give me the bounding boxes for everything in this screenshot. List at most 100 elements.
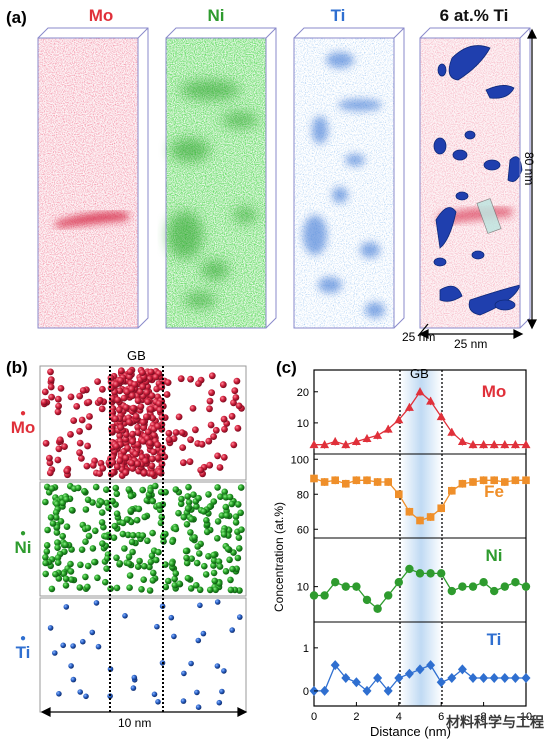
ti-data-point — [383, 685, 393, 696]
atom — [84, 524, 92, 532]
ni-data-point — [521, 582, 531, 591]
atom — [159, 533, 167, 540]
atom — [185, 499, 193, 506]
ni-data-point — [331, 578, 340, 587]
atom — [52, 570, 59, 578]
atom — [183, 554, 190, 562]
atom — [155, 699, 161, 705]
gb-atom — [117, 424, 125, 431]
atom — [237, 614, 243, 620]
gb-atom — [113, 463, 121, 471]
atom — [55, 402, 62, 410]
atom — [48, 585, 56, 593]
atom — [99, 385, 106, 393]
atom — [42, 559, 49, 567]
atom — [70, 643, 76, 649]
title-mo: Mo — [88, 6, 114, 25]
gb-atom — [122, 404, 130, 411]
mo-data-point — [362, 433, 372, 442]
fe-data-point — [320, 478, 329, 486]
atom — [52, 509, 60, 516]
ni-data-point — [437, 569, 446, 578]
atom — [186, 458, 194, 466]
ti-data-point — [426, 660, 436, 671]
atom — [44, 526, 51, 534]
atom — [43, 548, 51, 555]
atom — [184, 505, 192, 512]
atom — [125, 560, 133, 567]
title-6at-ti: 6 at.% Ti — [439, 6, 509, 25]
atom — [76, 392, 84, 400]
atom — [113, 490, 121, 498]
y-tick-label: 100 — [291, 454, 309, 466]
ti-data-point — [457, 664, 467, 675]
atom — [172, 525, 180, 533]
gb-atom — [154, 422, 162, 430]
ni-data-point — [447, 586, 456, 596]
atom — [234, 554, 242, 562]
atom — [47, 514, 55, 521]
mo-data-point — [479, 440, 489, 449]
mo-map — [37, 27, 149, 329]
gb-atom — [149, 470, 156, 478]
atom — [210, 562, 217, 569]
atom — [165, 577, 172, 585]
x-tick-label: 0 — [311, 711, 317, 723]
gb-atom — [134, 397, 142, 405]
gb-atom — [144, 398, 152, 406]
atom — [203, 528, 211, 536]
atom — [168, 614, 175, 621]
atom — [104, 555, 111, 562]
ni-data-point — [426, 569, 435, 578]
atom — [187, 436, 195, 444]
gb-atom — [109, 395, 116, 402]
atom — [84, 442, 91, 450]
atom — [63, 467, 71, 475]
atom — [178, 429, 186, 436]
atom — [54, 544, 61, 551]
fe-data-point — [437, 504, 445, 513]
gb-atom — [109, 469, 117, 476]
y-tick-label: 10 — [297, 418, 309, 430]
atom — [207, 421, 215, 429]
atom — [139, 532, 147, 539]
gb-atom — [115, 406, 123, 414]
atom — [155, 548, 162, 556]
atom — [205, 491, 212, 498]
atom — [229, 565, 236, 573]
series-label-fe: Fe — [484, 482, 504, 501]
mo-data-point — [436, 412, 446, 421]
atom — [157, 519, 165, 527]
atom — [48, 485, 56, 492]
scale-label: 10 nm — [118, 716, 152, 730]
atom — [130, 685, 137, 691]
ni-marker-icon: ● — [19, 528, 27, 539]
gb-atom — [112, 381, 120, 388]
atom — [237, 509, 244, 517]
atom — [231, 387, 239, 395]
atom — [214, 452, 222, 460]
atom — [226, 556, 233, 564]
atom — [54, 456, 62, 464]
fe-data-point — [395, 490, 403, 499]
fe-data-point — [405, 507, 414, 516]
ti-marker-icon: ● — [19, 633, 27, 644]
atom — [172, 429, 180, 436]
ni-data-point — [320, 591, 329, 600]
atom — [84, 562, 92, 570]
gb-atom — [153, 385, 161, 393]
atom — [146, 587, 154, 594]
ti-data-point — [362, 685, 372, 696]
atom — [150, 569, 157, 577]
atom — [67, 568, 75, 575]
atom — [214, 518, 222, 525]
atom — [41, 388, 49, 396]
mo-data-point — [426, 396, 436, 405]
atom — [47, 625, 54, 631]
x-axis-label: Distance (nm) — [370, 724, 451, 739]
mo-data-point — [373, 430, 383, 439]
atom — [61, 443, 68, 450]
atom — [200, 630, 207, 637]
ni-data-point — [352, 582, 361, 591]
mo-data-point — [415, 387, 425, 396]
